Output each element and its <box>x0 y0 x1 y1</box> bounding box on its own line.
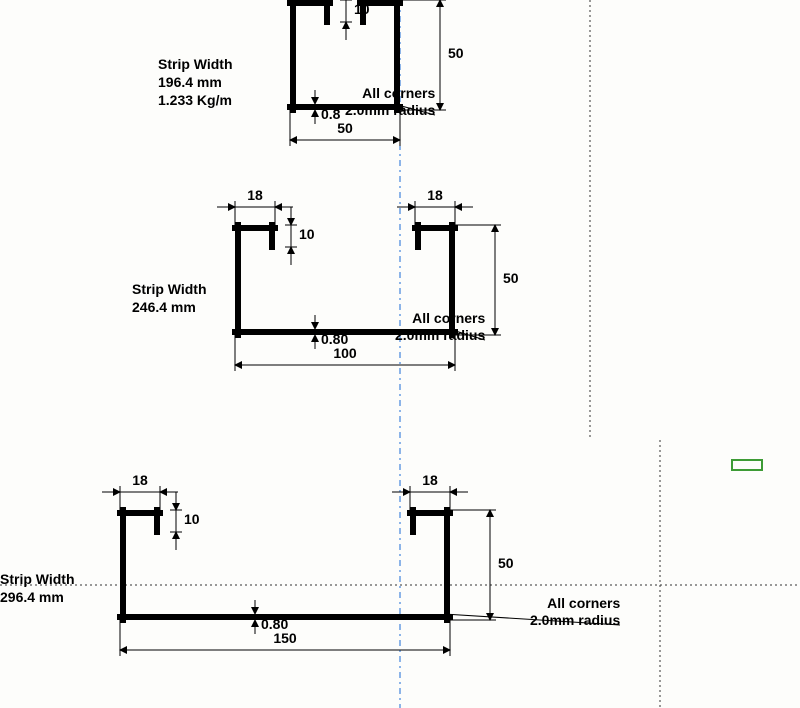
corner-radius-label: All corners2.0mm radius <box>530 595 620 629</box>
dimension-label: 100 <box>325 345 365 361</box>
dimension-label: 10 <box>184 511 200 527</box>
dimension-label: 50 <box>503 270 519 286</box>
dimension-label: 150 <box>265 630 305 646</box>
dimension-label: 50 <box>325 120 365 136</box>
dimension-label: 18 <box>120 472 160 488</box>
thickness-label: 0.80 <box>321 331 348 347</box>
corner-radius-label: All corners2.0mm radius <box>345 85 435 119</box>
dimension-label: 50 <box>498 555 514 571</box>
dimension-label: 50 <box>448 45 464 61</box>
thickness-label: 0.80 <box>261 616 288 632</box>
dimension-label: 10 <box>354 1 370 17</box>
dimension-label: 18 <box>410 472 450 488</box>
dimension-label: 18 <box>235 187 275 203</box>
strip-width-label: Strip Width246.4 mm <box>132 280 207 316</box>
corner-radius-label: All corners2.0mm radius <box>395 310 485 344</box>
dimension-label: 18 <box>415 187 455 203</box>
strip-width-label: Strip Width196.4 mm1.233 Kg/m <box>158 55 233 110</box>
dimension-label: 10 <box>299 226 315 242</box>
strip-width-label: Strip Width296.4 mm <box>0 570 75 606</box>
thickness-label: 0.8 <box>321 106 340 122</box>
